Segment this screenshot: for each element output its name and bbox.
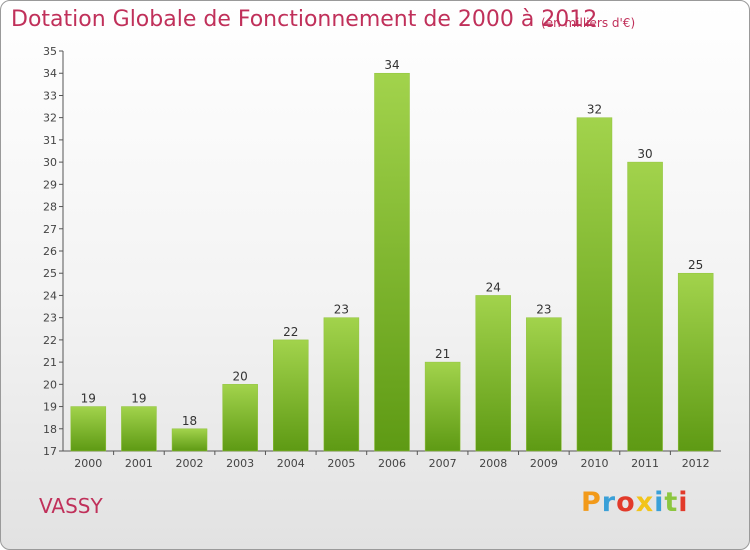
- bar-2010: [576, 117, 613, 452]
- bar-2000: [70, 406, 107, 452]
- bar-2008: [475, 295, 511, 452]
- value-label-2008: 24: [486, 280, 501, 294]
- y-tick-label: 25: [43, 267, 57, 280]
- x-tick-label-2008: 2008: [479, 457, 507, 470]
- x-tick-label-2010: 2010: [580, 457, 608, 470]
- value-label-2001: 19: [131, 392, 146, 406]
- bar-2007: [424, 361, 461, 452]
- proxiti-logo: Proxiti: [581, 487, 689, 518]
- bar-2003: [222, 384, 258, 452]
- y-tick-label: 34: [43, 67, 57, 80]
- value-label-2002: 18: [182, 414, 197, 428]
- logo-letter: i: [654, 487, 665, 518]
- y-tick-label: 19: [43, 401, 57, 414]
- x-tick-label-2002: 2002: [176, 457, 204, 470]
- y-tick-label: 20: [43, 378, 57, 391]
- x-tick-label-2006: 2006: [378, 457, 406, 470]
- y-tick-label: 24: [43, 289, 57, 302]
- value-label-2005: 23: [334, 303, 349, 317]
- y-tick-label: 21: [43, 356, 57, 369]
- value-label-2006: 34: [384, 58, 399, 72]
- y-tick-label: 29: [43, 178, 57, 191]
- bar-2006: [374, 72, 410, 452]
- bar-2012: [677, 272, 714, 452]
- y-tick-label: 26: [43, 245, 57, 258]
- y-tick-label: 27: [43, 223, 57, 236]
- value-label-2011: 30: [637, 147, 652, 161]
- y-tick-label: 33: [43, 89, 57, 102]
- bar-2009: [526, 317, 562, 452]
- bar-2005: [323, 317, 360, 452]
- x-tick-label-2012: 2012: [682, 457, 710, 470]
- x-tick-label-2005: 2005: [327, 457, 355, 470]
- value-label-2009: 23: [536, 303, 551, 317]
- logo-letter: x: [635, 487, 655, 518]
- bar-2001: [121, 406, 157, 452]
- x-tick-label-2001: 2001: [125, 457, 153, 470]
- y-tick-label: 28: [43, 201, 57, 214]
- logo-letter: t: [664, 487, 679, 518]
- y-tick-label: 18: [43, 423, 57, 436]
- chart-title: Dotation Globale de Fonctionnement de 20…: [11, 7, 598, 32]
- logo-letter: o: [616, 487, 636, 518]
- y-tick-label: 32: [43, 112, 57, 125]
- x-tick-label-2009: 2009: [530, 457, 558, 470]
- y-tick-label: 22: [43, 334, 57, 347]
- bar-2004: [273, 339, 309, 452]
- logo-letter: i: [678, 487, 689, 518]
- x-tick-label-2004: 2004: [277, 457, 305, 470]
- value-label-2003: 20: [233, 369, 248, 383]
- y-tick-label: 17: [43, 445, 57, 458]
- chart-bars: [70, 72, 714, 452]
- logo-letter: r: [601, 487, 617, 518]
- value-label-2012: 25: [688, 258, 703, 272]
- x-tick-label-2007: 2007: [429, 457, 457, 470]
- value-label-2007: 21: [435, 347, 450, 361]
- chart-axes: 17 18 19 20 21 22 23 24 25 26 27 28 29 30 31 32 33 34 35: [43, 45, 721, 458]
- bar-2002: [171, 428, 208, 452]
- x-tick-label-2011: 2011: [631, 457, 659, 470]
- y-tick-label: 30: [43, 156, 57, 169]
- y-tick-label: 31: [43, 134, 57, 147]
- x-tick-label-2003: 2003: [226, 457, 254, 470]
- y-tick-label: 35: [43, 45, 57, 58]
- place-name: VASSY: [39, 494, 103, 518]
- x-tick-label-2000: 2000: [74, 457, 102, 470]
- y-tick-label: 23: [43, 312, 57, 325]
- logo-letter: P: [581, 487, 602, 518]
- value-label-2004: 22: [283, 325, 298, 339]
- chart-labels: 19 2000 19 2001 18 2002 20 2003 22 2004 23 2005 34 20…: [74, 58, 709, 470]
- chart-subtitle: (en milliers d'€): [541, 16, 636, 30]
- value-label-2010: 32: [587, 103, 602, 117]
- value-label-2000: 19: [81, 392, 96, 406]
- bar-2011: [627, 161, 663, 452]
